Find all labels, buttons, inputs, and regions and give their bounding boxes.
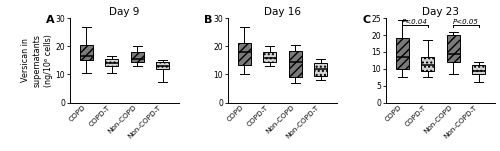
Text: P<0.05: P<0.05 [453,19,479,25]
Bar [105,59,118,66]
Text: A: A [46,15,54,25]
Text: B: B [204,15,212,25]
Text: C: C [362,15,370,25]
Bar [422,57,434,71]
Bar [238,43,251,65]
Bar [288,51,302,77]
Bar [314,63,327,76]
Title: Day 9: Day 9 [110,7,140,17]
Title: Day 23: Day 23 [422,7,459,17]
Y-axis label: Versican in
supernatants
(ng/10⁶ cells): Versican in supernatants (ng/10⁶ cells) [22,34,52,87]
Bar [446,35,460,62]
Title: Day 16: Day 16 [264,7,301,17]
Bar [80,45,93,60]
Bar [156,62,169,69]
Bar [396,38,409,69]
Bar [130,52,143,62]
Bar [472,66,485,74]
Bar [263,52,276,62]
Text: P<0.04: P<0.04 [402,19,428,25]
